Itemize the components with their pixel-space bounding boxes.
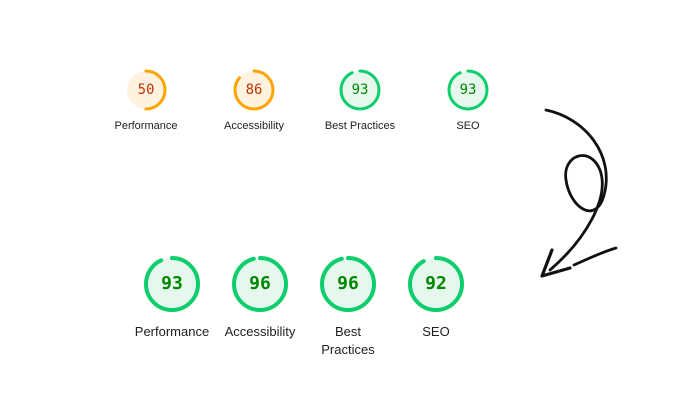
gauge-ring [320,256,376,312]
gauge-label: Accessibility [224,324,296,339]
gauge-label: SEO [456,120,480,132]
gauge-score: 96 [337,273,359,294]
gauge-performance-after[interactable]: 93 Performance [112,255,232,341]
gauge-ring [232,256,288,312]
curly-arrow-icon [530,100,640,295]
gauge-score: 93 [459,82,477,98]
gauge-ring [408,256,464,312]
gauge-best-practices-before[interactable]: 93 Best Practices [305,68,415,132]
gauge-seo-before[interactable]: 93 SEO [413,68,523,132]
gauge-accessibility-after[interactable]: 96 Accessibility [200,255,320,341]
gauge-score: 86 [245,82,263,98]
gauge-ring [125,69,167,111]
gauge-score: 96 [249,273,271,294]
gauge-accessibility-before[interactable]: 86 Accessibility [199,68,309,132]
gauge-seo-after[interactable]: 92 SEO [376,255,496,341]
gauge-label: Performance [114,120,178,132]
gauge-label: SEO [422,324,450,339]
gauge-label: Accessibility [224,120,284,132]
gauge-ring [233,69,275,111]
gauge-ring [447,69,489,111]
gauge-score: 93 [351,82,369,98]
gauge-performance-before[interactable]: 50 Performance [91,68,201,132]
gauge-score: 93 [161,273,183,294]
gauge-ring [339,69,381,111]
gauge-ring [144,256,200,312]
gauge-score: 50 [137,82,155,98]
gauge-label: Best Practices [321,324,375,357]
gauge-score: 92 [425,273,447,294]
gauge-label: Best Practices [324,120,396,132]
gauge-best-practices-after[interactable]: 96 Best Practices [288,255,408,359]
gauge-label: Performance [134,324,210,339]
